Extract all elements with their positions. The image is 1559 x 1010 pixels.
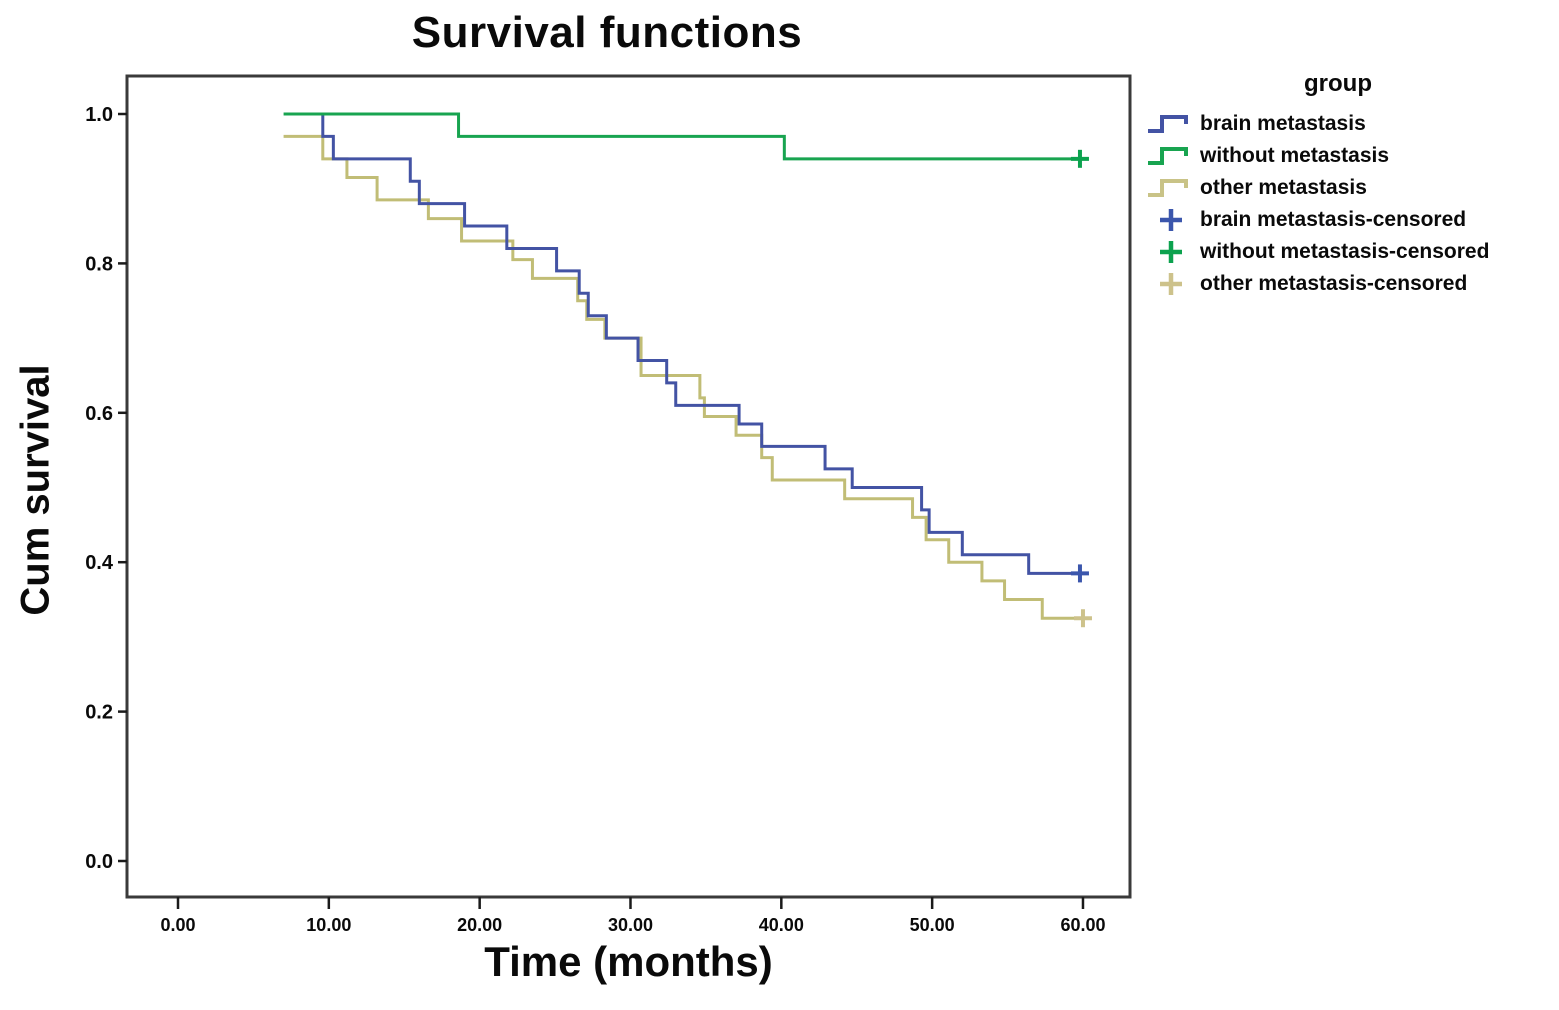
plot-frame [125,74,1132,899]
y-tick-label: 0.2 [85,702,113,724]
legend: group brain metastasis without metastasi… [1146,70,1558,300]
x-axis-title: Time (months) [484,938,773,985]
legend-item-label: brain metastasis [1200,112,1366,135]
y-tick-label: 0.4 [85,552,114,574]
legend-item-label: brain metastasis-censored [1200,208,1467,231]
y-tick-label: 1.0 [85,104,113,126]
step-line-swatch-icon [1148,179,1188,197]
step-line-swatch-icon [1148,115,1188,133]
legend-item-brain-metastasis-censored: brain metastasis-censored [1146,204,1558,236]
y-tick-label: 0.6 [85,403,113,425]
legend-title: group [1304,70,1372,97]
series-line-other-metastasis [283,134,1086,620]
legend-item-without-metastasis-censored: without metastasis-censored [1146,236,1558,268]
x-tick-label: 60.00 [1060,915,1105,935]
x-tick-label: 40.00 [759,915,804,935]
legend-item-label: other metastasis [1200,176,1367,199]
censored-plus-icon [1160,241,1182,263]
x-tick-label: 0.00 [160,915,195,935]
x-tick-label: 20.00 [457,915,502,935]
step-swatch-path [1148,115,1188,133]
series-line-brain-metastasis [321,112,1083,575]
censored-plus-icon [1160,209,1182,231]
legend-item-label: other metastasis-censored [1200,272,1468,295]
chart-title: Survival functions [411,8,803,57]
step-swatch-path [1148,147,1188,165]
legend-item-without-metastasis: without metastasis [1146,140,1558,172]
legend-item-other-metastasis: other metastasis [1146,172,1558,204]
x-tick-label: 50.00 [910,915,955,935]
legend-item-label: without metastasis-censored [1200,240,1490,263]
legend-item-brain-metastasis: brain metastasis [1146,108,1558,140]
censored-plus-icon [1160,273,1182,295]
legend-item-other-metastasis-censored: other metastasis-censored [1146,268,1558,300]
legend-item-label: without metastasis [1200,144,1390,167]
x-tick-label: 10.00 [306,915,351,935]
y-tick-label: 0.8 [85,253,113,275]
step-line-swatch-icon [1148,147,1188,165]
series-line-without-metastasis [283,112,1083,161]
x-tick-label: 30.00 [608,915,653,935]
y-tick-label: 0.0 [85,851,113,873]
step-swatch-path [1148,179,1188,197]
